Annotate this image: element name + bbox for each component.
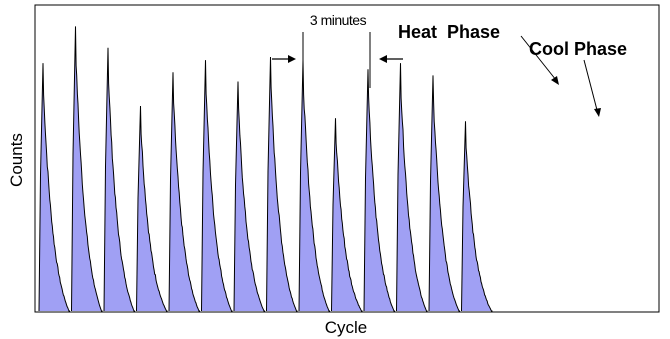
- peak-outline-cycle-8: [266, 56, 298, 312]
- x-axis-title: Cycle: [325, 318, 368, 337]
- peak-area-cycle-12: [396, 63, 428, 311]
- peak-outline-cycle-1: [38, 63, 70, 312]
- peak-outline-cycle-4: [136, 105, 168, 312]
- peak-area-cycle-4: [136, 106, 168, 311]
- peak-outline-cycle-11: [363, 69, 395, 312]
- peak-area-cycle-14: [461, 121, 493, 311]
- peak-outline-cycle-5: [168, 72, 200, 312]
- peak-outline-cycle-3: [103, 47, 135, 312]
- peak-area-cycle-6: [201, 60, 233, 311]
- cool-phase-label: Cool Phase: [529, 39, 627, 59]
- heat-phase-arrowhead: [551, 76, 559, 85]
- interval-label: 3 minutes: [310, 12, 367, 28]
- peak-area-cycle-11: [364, 69, 395, 311]
- peak-area-cycle-1: [39, 63, 70, 311]
- cool-phase-pointer: [583, 59, 598, 111]
- interval-left-arrowhead: [288, 55, 296, 63]
- peak-area-cycle-8: [266, 57, 298, 311]
- cool-phase-arrowhead: [594, 108, 601, 117]
- peak-area-cycle-9: [299, 60, 330, 311]
- peak-area-cycle-3: [104, 47, 135, 312]
- peak-area-cycle-10: [331, 118, 363, 311]
- y-axis-title: Counts: [7, 133, 26, 187]
- peak-outline-cycle-7: [233, 81, 265, 312]
- peak-outline-cycle-14: [461, 121, 493, 312]
- peak-outline-cycle-6: [201, 60, 233, 312]
- peak-outline-cycle-2: [71, 26, 103, 312]
- peak-outline-cycle-12: [396, 63, 428, 312]
- peak-area-cycle-7: [234, 81, 265, 311]
- peak-outline-cycle-10: [331, 118, 363, 312]
- peak-area-cycle-2: [71, 26, 103, 312]
- peak-outline-cycle-13: [428, 75, 460, 312]
- heat-phase-pointer: [520, 35, 557, 81]
- heat-phase-label: Heat Phase: [398, 22, 500, 42]
- peak-area-cycle-13: [429, 75, 460, 312]
- interval-right-arrowhead: [379, 55, 387, 63]
- peak-area-cycle-5: [169, 72, 200, 311]
- peak-outline-cycle-9: [298, 60, 330, 312]
- peaks-layer: [38, 26, 493, 312]
